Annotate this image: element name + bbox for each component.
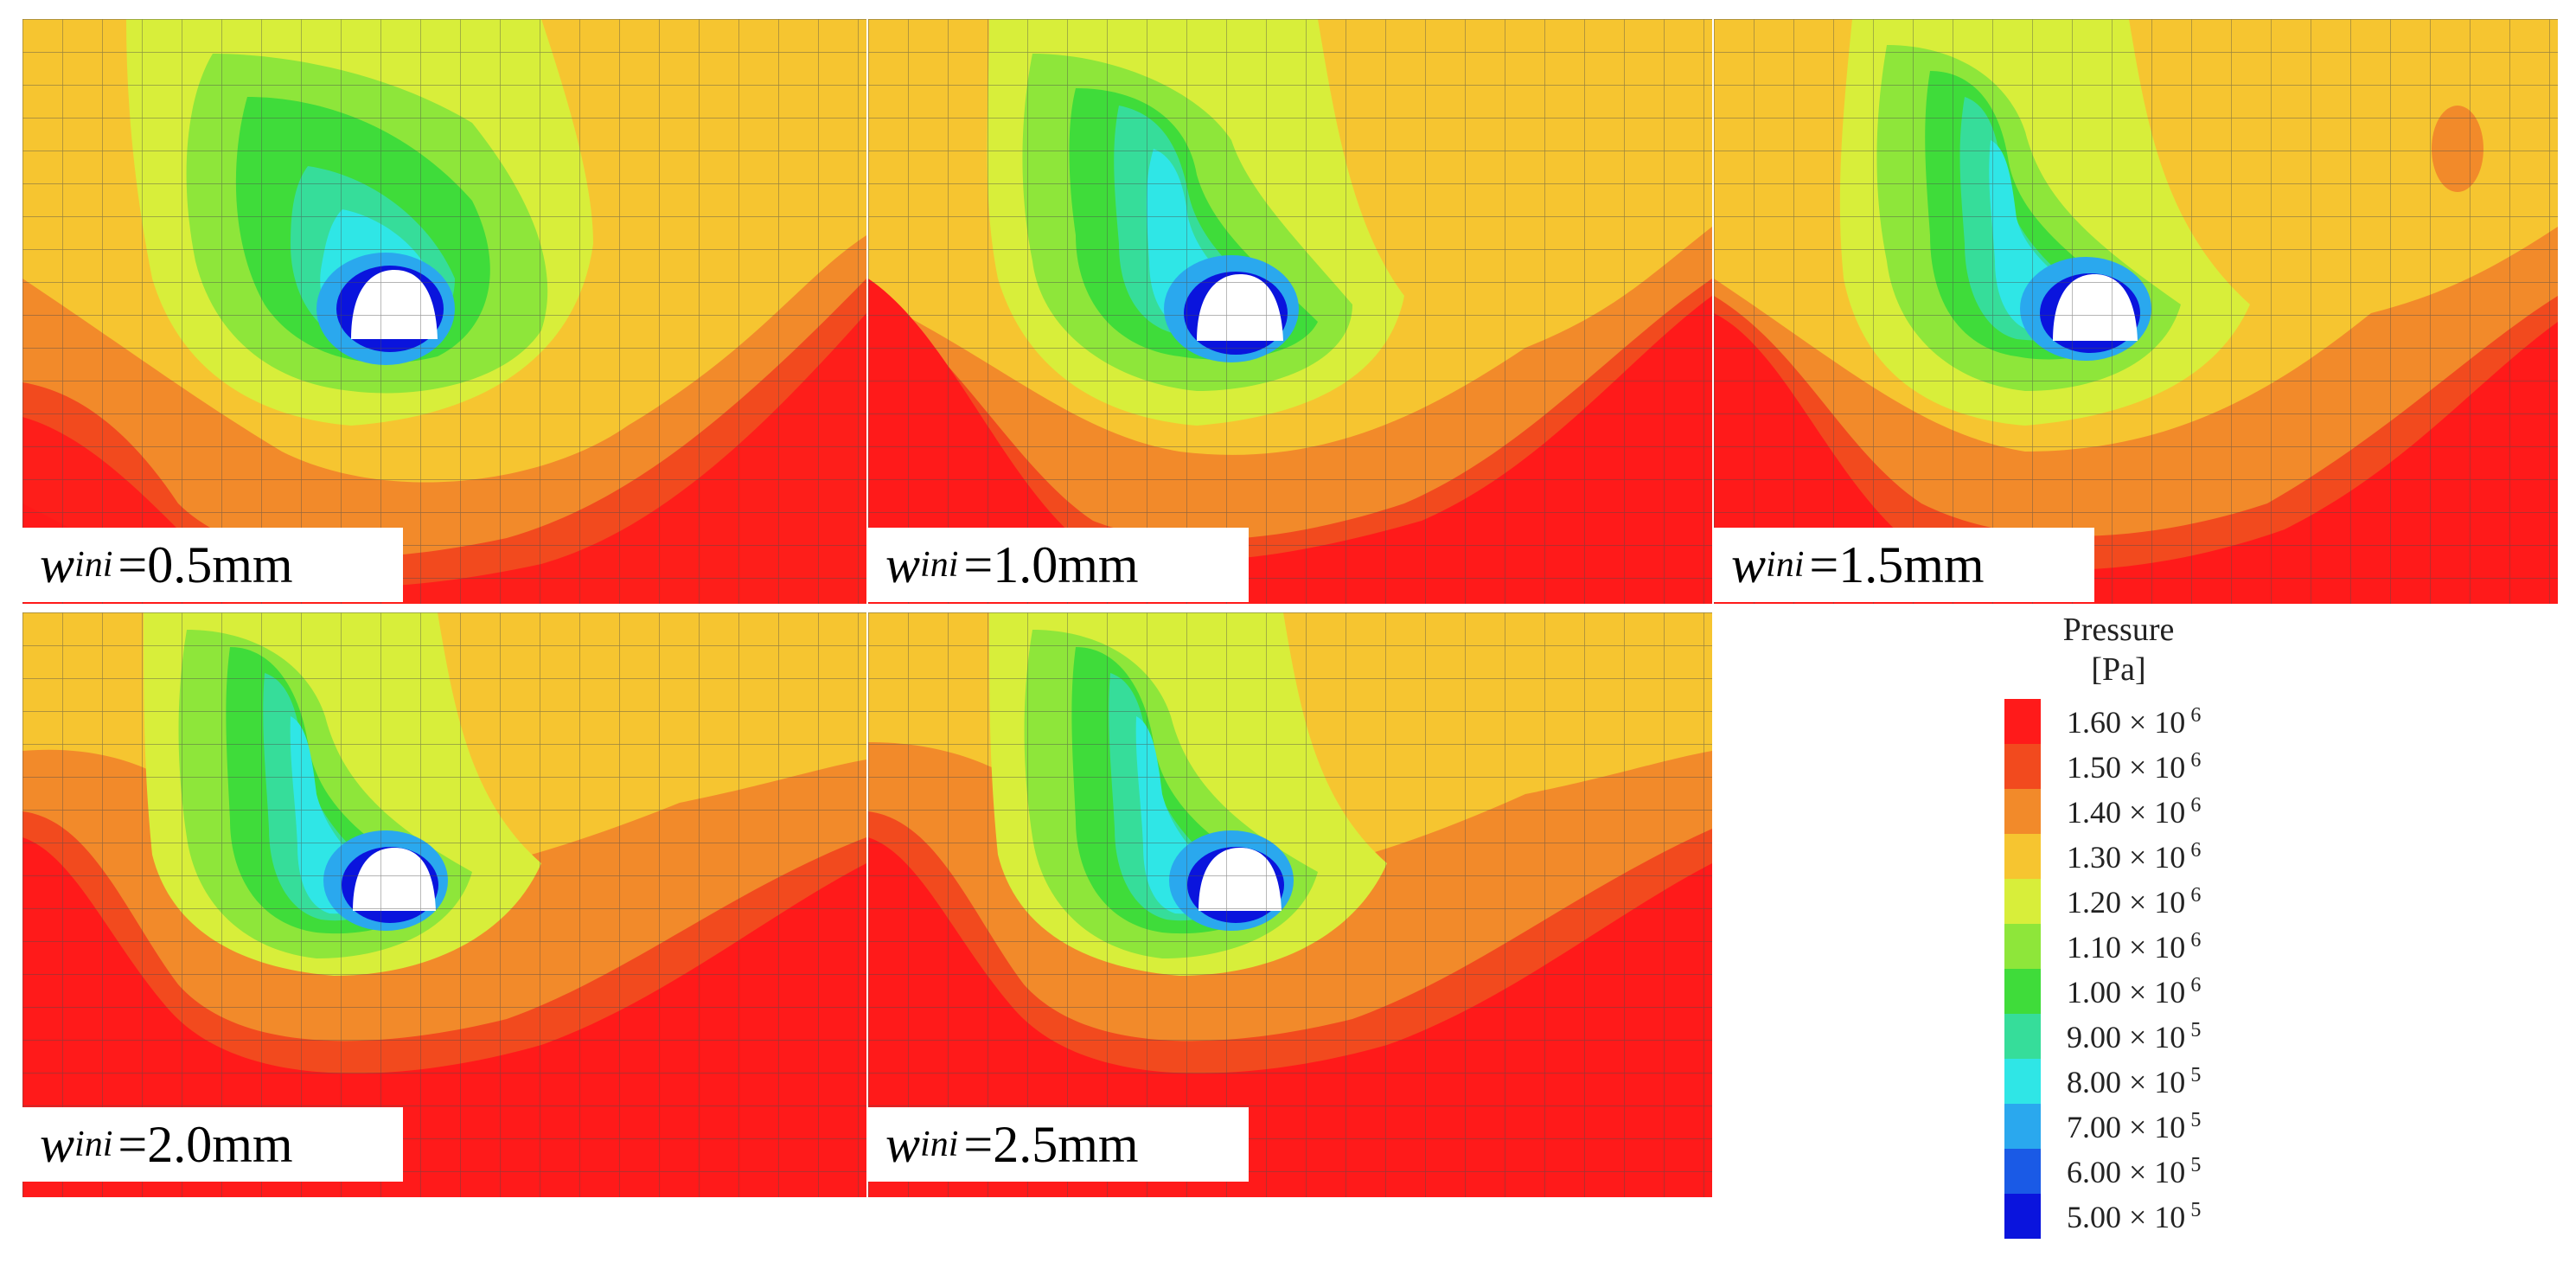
legend-title: Pressure xyxy=(2062,612,2175,648)
legend-swatch xyxy=(2004,1104,2041,1149)
legend-unit: [Pa] xyxy=(2091,651,2146,688)
legend-label: 1.00 × 10 6 xyxy=(2067,974,2201,1010)
legend-label: 7.00 × 10 5 xyxy=(2067,1109,2201,1145)
legend-label: 1.40 × 10 6 xyxy=(2067,794,2201,830)
label-w: w xyxy=(885,535,921,593)
label-sub: ini xyxy=(1766,545,1805,585)
legend-label-text: 6.00 × 10 xyxy=(2067,1155,2186,1189)
legend-label: 1.50 × 10 6 xyxy=(2067,749,2201,785)
panel-label: w ini =0.5mm xyxy=(22,528,403,602)
panel-label: w ini =2.0mm xyxy=(22,1107,403,1182)
pressure-contour-map xyxy=(1714,19,2558,604)
legend-swatch xyxy=(2004,879,2041,924)
legend-label: 1.20 × 10 6 xyxy=(2067,884,2201,920)
legend-label-text: 1.60 × 10 xyxy=(2067,705,2186,740)
pressure-contour-map xyxy=(868,19,1712,604)
legend-swatch xyxy=(2004,1059,2041,1104)
legend-label-text: 8.00 × 10 xyxy=(2067,1065,2186,1099)
legend-swatch xyxy=(2004,789,2041,834)
panel-label: w ini =2.5mm xyxy=(868,1107,1249,1182)
legend-swatch xyxy=(2004,969,2041,1014)
legend-label-exponent: 5 xyxy=(2190,1019,2202,1041)
legend-label-exponent: 6 xyxy=(2190,839,2202,862)
legend-label: 8.00 × 10 5 xyxy=(2067,1064,2201,1100)
legend-label-text: 1.00 × 10 xyxy=(2067,975,2186,1009)
pressure-contour-map xyxy=(868,612,1712,1197)
pressure-panel-4: w ini =2.0mm xyxy=(22,612,866,1197)
label-value: =0.5mm xyxy=(118,535,293,593)
legend-label-text: 7.00 × 10 xyxy=(2067,1110,2186,1144)
legend-swatch xyxy=(2004,1194,2041,1239)
legend-label: 9.00 × 10 5 xyxy=(2067,1019,2201,1055)
legend-swatch xyxy=(2004,1014,2041,1059)
legend-label-exponent: 6 xyxy=(2190,929,2202,952)
legend-label-text: 1.10 × 10 xyxy=(2067,930,2186,965)
legend-label: 1.60 × 10 6 xyxy=(2067,704,2201,740)
legend-label-exponent: 5 xyxy=(2190,1109,2202,1131)
label-w: w xyxy=(40,535,75,593)
legend-swatch xyxy=(2004,1149,2041,1194)
legend-label-exponent: 6 xyxy=(2190,704,2202,727)
legend-label-text: 1.30 × 10 xyxy=(2067,840,2186,875)
legend-label: 1.30 × 10 6 xyxy=(2067,839,2201,875)
label-sub: ini xyxy=(74,545,113,585)
legend-swatch xyxy=(2004,744,2041,789)
label-w: w xyxy=(1731,535,1767,593)
label-value: =2.5mm xyxy=(963,1115,1139,1173)
pressure-contour-map xyxy=(22,19,866,604)
legend-label-exponent: 5 xyxy=(2190,1064,2202,1086)
legend-label-exponent: 6 xyxy=(2190,749,2202,772)
label-value: =1.5mm xyxy=(1809,535,1985,593)
legend-swatch xyxy=(2004,924,2041,969)
legend-label-text: 5.00 × 10 xyxy=(2067,1200,2186,1234)
pressure-panel-3: w ini =1.5mm xyxy=(1714,19,2558,604)
label-w: w xyxy=(885,1115,921,1173)
pressure-panel-5: w ini =2.5mm xyxy=(868,612,1712,1197)
legend-label-exponent: 6 xyxy=(2190,974,2202,997)
legend-label-text: 9.00 × 10 xyxy=(2067,1020,2186,1054)
pressure-panel-1: w ini =0.5mm xyxy=(22,19,866,604)
legend-swatch xyxy=(2004,834,2041,879)
legend-label-text: 1.50 × 10 xyxy=(2067,750,2186,785)
pressure-panel-2: w ini =1.0mm xyxy=(868,19,1712,604)
legend-label-text: 1.20 × 10 xyxy=(2067,885,2186,920)
legend-label: 5.00 × 10 5 xyxy=(2067,1199,2201,1235)
legend-label-exponent: 6 xyxy=(2190,884,2202,907)
legend-label-exponent: 5 xyxy=(2190,1199,2202,1221)
panel-label: w ini =1.5mm xyxy=(1714,528,2094,602)
label-sub: ini xyxy=(920,1125,959,1164)
pressure-contour-map xyxy=(22,612,866,1197)
label-sub: ini xyxy=(74,1125,113,1164)
label-w: w xyxy=(40,1115,75,1173)
label-value: =2.0mm xyxy=(118,1115,293,1173)
legend-label: 1.10 × 10 6 xyxy=(2067,929,2201,965)
panel-label: w ini =1.0mm xyxy=(868,528,1249,602)
label-sub: ini xyxy=(920,545,959,585)
legend-label-exponent: 6 xyxy=(2190,794,2202,817)
legend-label: 6.00 × 10 5 xyxy=(2067,1154,2201,1190)
label-value: =1.0mm xyxy=(963,535,1139,593)
legend-label-text: 1.40 × 10 xyxy=(2067,795,2186,830)
legend-swatch xyxy=(2004,699,2041,744)
legend-label-exponent: 5 xyxy=(2190,1154,2202,1176)
